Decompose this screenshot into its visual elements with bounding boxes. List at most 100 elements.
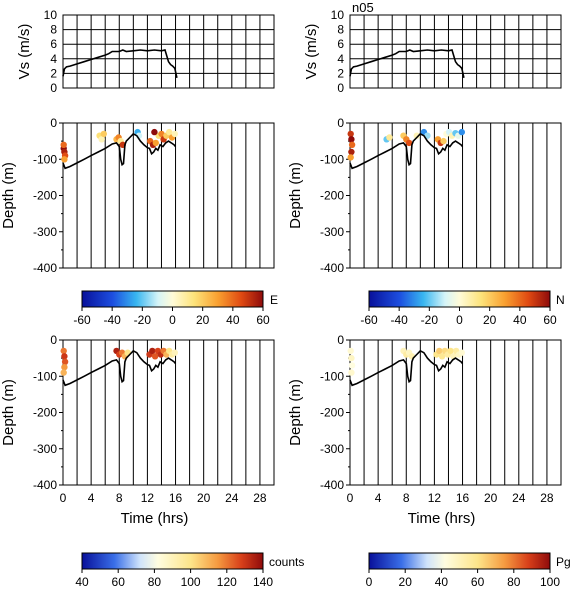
speed-series-line xyxy=(349,49,465,78)
x-tick-label: 8 xyxy=(403,491,410,505)
data-point xyxy=(61,156,68,163)
y-tick-label: 10 xyxy=(44,8,58,22)
y-tick-label: 0 xyxy=(337,81,344,95)
data-point xyxy=(347,130,354,138)
x-tick-label: 24 xyxy=(512,491,526,505)
x-tick-label: 0 xyxy=(347,491,354,505)
y-tick-label: -400 xyxy=(33,478,57,492)
colorbar-tick-label: -60 xyxy=(73,313,91,327)
x-tick-label: 16 xyxy=(456,491,470,505)
y-axis-label: Depth (m) xyxy=(0,379,17,446)
plot-frame xyxy=(349,14,562,89)
data-point xyxy=(440,137,447,145)
y-tick-label: -300 xyxy=(320,442,344,456)
y-tick-label: -200 xyxy=(320,406,344,420)
plot-frame xyxy=(62,339,275,486)
colorbar-tick-label: 40 xyxy=(75,575,89,589)
panel-depth-E: 0 -100 -200 -300 -400 Depth (m) xyxy=(0,116,275,275)
data-point xyxy=(60,347,67,355)
colorbar-tick-label: 20 xyxy=(196,313,210,327)
colorbar-tick-label: -20 xyxy=(421,313,439,327)
colorbar-tick-label: 40 xyxy=(226,313,240,327)
speed-series-line xyxy=(62,49,178,78)
colorbar-tick-label: 40 xyxy=(435,575,449,589)
y-tick-label: -400 xyxy=(33,261,57,275)
y-tick-label: -100 xyxy=(320,152,344,166)
data-point xyxy=(348,141,356,148)
data-point xyxy=(149,347,156,355)
data-point xyxy=(348,369,355,376)
panel-depth-Pg: 0 -100 -200 -300 -400 Depth (m) 0 4 8 12 16 20 24 28 T… xyxy=(287,333,562,527)
y-axis-label: Vs (m/s) xyxy=(303,24,320,80)
colorbar-tick-label: 80 xyxy=(148,575,162,589)
bottom-profile-line xyxy=(62,132,177,170)
colorbar-tick-label: 140 xyxy=(253,575,273,589)
figure-label: n05 xyxy=(352,0,374,15)
x-tick-label: 4 xyxy=(88,491,95,505)
y-tick-label: -100 xyxy=(33,152,57,166)
y-tick-label: -400 xyxy=(320,261,344,275)
y-tick-label: -100 xyxy=(320,369,344,383)
y-tick-label: 6 xyxy=(50,37,57,51)
data-point xyxy=(348,148,355,156)
data-point xyxy=(347,347,354,355)
colorbar-tick-label: -60 xyxy=(360,313,378,327)
colorbar-gradient xyxy=(81,290,264,308)
plot-frame xyxy=(62,14,275,89)
colorbar-tick-label: 120 xyxy=(217,575,237,589)
colorbar-label: counts xyxy=(269,555,304,569)
y-tick-label: 2 xyxy=(50,66,57,80)
y-tick-label: 8 xyxy=(337,23,344,37)
x-tick-label: 28 xyxy=(540,491,554,505)
data-point xyxy=(61,353,68,360)
data-point xyxy=(386,134,393,141)
data-point xyxy=(60,141,67,148)
y-tick-label: 0 xyxy=(50,81,57,95)
y-tick-label: 0 xyxy=(337,333,344,347)
data-point xyxy=(458,128,465,136)
data-point xyxy=(151,128,158,136)
x-tick-label: 20 xyxy=(197,491,211,505)
colorbar-tick-label: 60 xyxy=(471,575,485,589)
y-tick-label: -200 xyxy=(320,189,344,203)
y-tick-label: 6 xyxy=(337,37,344,51)
data-point xyxy=(171,130,178,138)
y-tick-label: -400 xyxy=(320,478,344,492)
colorbar-gradient xyxy=(368,552,551,570)
colorbar-depth-N: -60 -40 -20 0 20 40 60 N xyxy=(360,290,565,327)
y-tick-label: -300 xyxy=(320,225,344,239)
colorbar-tick-label: 0 xyxy=(169,313,176,327)
y-tick-label: 8 xyxy=(50,23,57,37)
panel-depth-counts: 0 -100 -200 -300 -400 Depth (m) 0 4 8 12 16 20 24 28 T… xyxy=(0,333,275,527)
colorbar-depth-E: -60 -40 -20 0 20 40 60E xyxy=(73,290,278,327)
y-tick-label: 2 xyxy=(337,66,344,80)
colorbar-label: Pg xyxy=(556,555,571,569)
x-tick-label: 4 xyxy=(375,491,382,505)
y-axis-label: Depth (m) xyxy=(287,162,304,229)
colorbar-label: E xyxy=(270,293,278,307)
data-point xyxy=(447,347,454,355)
colorbar-tick-label: 60 xyxy=(256,313,270,327)
y-tick-label: 0 xyxy=(337,116,344,130)
colorbar-tick-label: -20 xyxy=(134,313,152,327)
x-tick-label: 12 xyxy=(141,491,155,505)
colorbar-tick-label: 100 xyxy=(540,575,560,589)
data-point xyxy=(60,369,67,376)
data-point xyxy=(438,353,446,360)
colorbar-tick-label: 0 xyxy=(366,575,373,589)
data-point xyxy=(413,132,420,139)
y-axis-label: Depth (m) xyxy=(287,379,304,446)
y-tick-label: 0 xyxy=(50,116,57,130)
colorbar-tick-label: 100 xyxy=(181,575,201,589)
y-tick-label: -300 xyxy=(33,442,57,456)
y-axis-label: Depth (m) xyxy=(0,162,17,229)
data-point xyxy=(348,354,355,362)
x-tick-label: 28 xyxy=(253,491,267,505)
colorbar-tick-label: 40 xyxy=(513,313,527,327)
data-point xyxy=(347,154,354,161)
colorbar-tick-label: 60 xyxy=(543,313,557,327)
y-tick-label: -300 xyxy=(33,225,57,239)
